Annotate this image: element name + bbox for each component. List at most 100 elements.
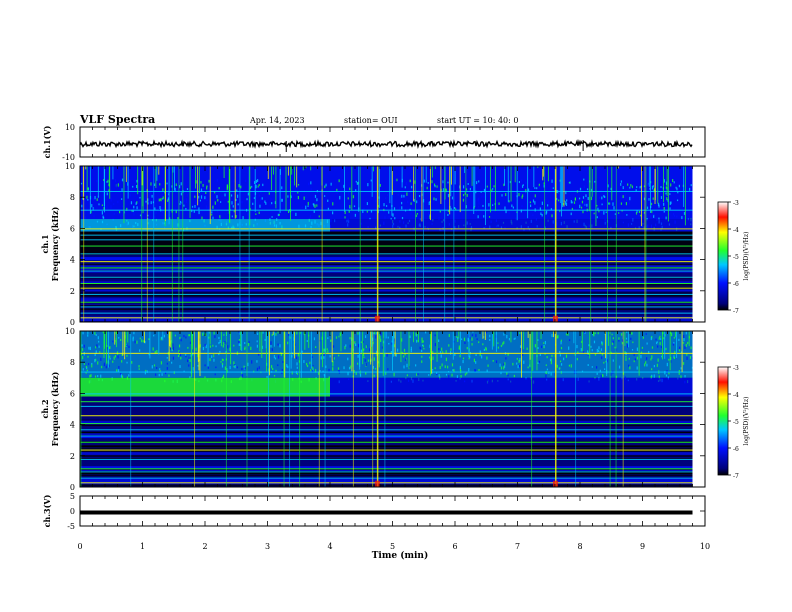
spectral-speckle [583,202,585,206]
spectral-speckle [221,362,224,365]
sferic [537,166,539,169]
spectral-speckle [198,359,201,362]
spectral-speckle [314,204,316,208]
spectral-speckle [556,197,558,201]
spectral-speckle [636,366,638,370]
spectral-speckle [209,345,211,348]
sferic [116,331,118,348]
spectral-speckle [486,356,488,360]
spectral-speckle [429,215,431,219]
spectral-speckle [277,355,280,359]
spectral-speckle [676,215,678,218]
spectral-speckle [612,340,614,344]
spectral-speckle [315,346,317,349]
spectral-speckle [573,201,576,204]
spectral-speckle [673,215,676,217]
spectral-speckle [365,363,367,367]
spectral-speckle [162,196,164,199]
spectral-speckle [683,212,686,215]
sferic [103,331,105,359]
sferic [473,166,475,214]
spectral-speckle [548,371,550,375]
narrowband-line [80,209,693,211]
spectral-speckle [366,210,368,213]
spectral-speckle [131,209,133,212]
band-stripe [80,257,693,259]
spectral-speckle [637,214,639,217]
spectral-speckle [349,337,351,340]
spectral-speckle [432,356,434,360]
spectral-speckle [209,358,211,362]
spectral-speckle [336,188,338,191]
sferic [137,166,139,195]
spectral-speckle [307,182,310,186]
event-line [376,331,379,487]
sferic [189,166,191,218]
spectral-speckle [636,186,638,188]
start-time-label: start UT = 10: 40: 0 [437,116,518,125]
y-tick-label: 0 [70,483,75,492]
spectral-speckle [98,340,100,343]
spectral-speckle [403,194,405,198]
spectral-speckle [155,373,157,376]
spectral-speckle [183,199,185,203]
spectral-speckle [657,345,659,348]
colorbar-tick-label: -5 [733,419,739,426]
spectral-speckle [649,187,651,190]
spectral-speckle [166,182,168,185]
spectral-speckle [318,371,320,375]
spectral-speckle [273,355,275,359]
spectral-speckle [665,216,667,220]
spectral-speckle [232,205,234,208]
spectral-speckle [525,189,527,193]
spectral-speckle [476,181,478,185]
spectral-speckle [287,210,290,214]
spectral-speckle [676,199,679,202]
spectral-speckle [384,216,386,220]
spectral-speckle [313,203,315,207]
band-stripe [80,265,693,267]
spectral-speckle [153,183,156,186]
spectral-speckle [373,374,375,377]
sferic [644,166,646,322]
spectral-speckle [156,367,158,369]
spectral-speckle [177,217,179,220]
spectral-speckle [218,336,220,340]
spectral-speckle [421,340,423,344]
spectral-speckle [205,205,207,209]
spectral-speckle [380,338,382,342]
spectral-speckle [416,373,418,376]
spectral-speckle [354,341,356,344]
spectral-speckle [682,362,685,365]
spectral-speckle [434,334,436,337]
sferic [378,166,380,209]
spectral-speckle [640,351,643,354]
spectral-speckle [363,207,365,212]
narrowband-line [80,401,693,403]
spectral-speckle [211,355,213,359]
spectral-speckle [305,205,307,210]
spectrogram-image [80,331,705,487]
spectral-speckle [659,179,661,182]
spectral-speckle [648,198,650,201]
spectral-speckle [540,212,542,216]
spectral-speckle [95,358,97,362]
spectral-speckle [320,191,322,196]
spectral-speckle [332,211,334,215]
spectral-speckle [180,338,182,342]
event-spot [553,315,558,322]
spectral-speckle [682,342,685,344]
spectral-speckle [102,216,105,219]
spectral-speckle [601,356,603,360]
spectral-speckle [207,366,209,369]
spectral-speckle [369,348,371,352]
sferic [272,166,274,175]
x-tick-label: 7 [515,542,520,551]
spectral-speckle [405,181,408,186]
spectral-speckle [629,186,631,189]
spectral-speckle [501,194,503,197]
spectral-speckle [411,185,413,189]
sferic [153,166,155,322]
spectral-speckle [379,183,381,187]
spectral-speckle [266,375,268,379]
